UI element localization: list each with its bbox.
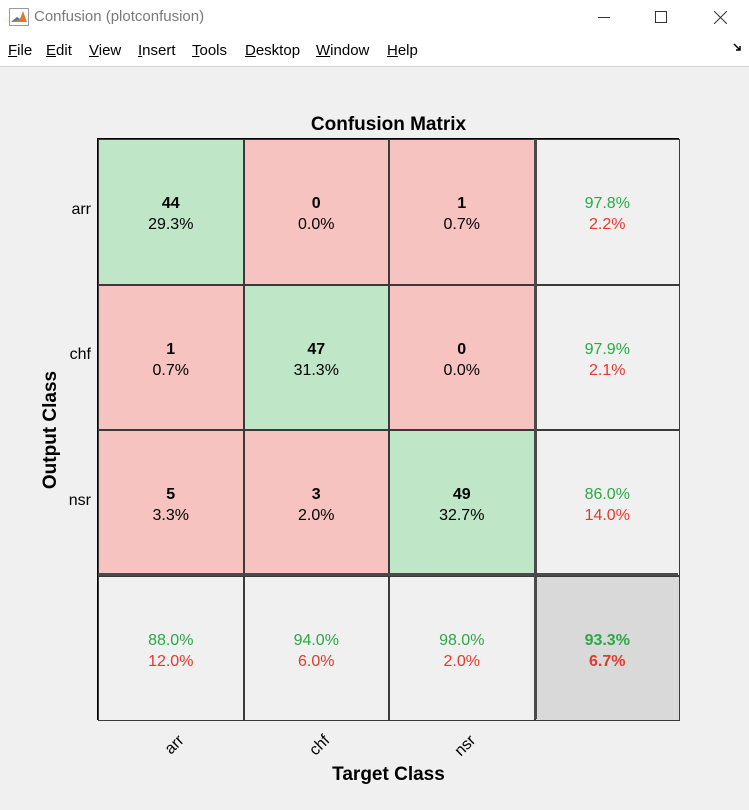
column-summary-cell: 88.0% 12.0%: [98, 575, 244, 721]
menu-desktop[interactable]: Desktop: [245, 42, 301, 59]
cell-percent: 2.0%: [298, 507, 335, 524]
x-tick-label: arr: [161, 732, 188, 758]
matrix-cell: 49 32.7%: [389, 430, 535, 576]
matrix-cell: 1 0.7%: [98, 284, 244, 430]
column-correct-percent: 98.0%: [439, 631, 485, 649]
maximize-icon: [655, 11, 667, 23]
column-error-percent: 2.0%: [443, 652, 480, 670]
row-error-percent: 2.1%: [589, 361, 626, 379]
cell-percent: 32.7%: [439, 507, 485, 524]
chart-title: Confusion Matrix: [310, 114, 467, 135]
matrix-cell: 5 3.3%: [98, 430, 244, 576]
maximize-button[interactable]: [632, 0, 690, 34]
cell-percent: 0.7%: [152, 361, 189, 379]
matrix-cell: 44 29.3%: [98, 139, 244, 285]
row-correct-percent: 86.0%: [584, 486, 630, 503]
row-error-percent: 14.0%: [584, 507, 630, 524]
overall-accuracy-cell: 93.3% 6.7%: [534, 575, 680, 721]
column-error-percent: 6.0%: [298, 652, 335, 670]
y-tick-label: chf: [69, 346, 91, 364]
column-error-percent: 12.0%: [148, 652, 194, 670]
row-correct-percent: 97.8%: [584, 195, 630, 212]
summary-column-separator: [534, 139, 537, 719]
cell-count: 0: [457, 340, 467, 358]
row-summary-cell: 86.0% 14.0%: [534, 430, 680, 576]
y-tick-label: nsr: [68, 491, 91, 509]
cell-percent: 0.7%: [443, 216, 480, 233]
figure-canvas: Confusion Matrix 93.3% 6.7% 98.0% 2.0% 94.0%…: [0, 67, 749, 810]
menu-tools[interactable]: Tools: [192, 42, 228, 59]
menu-insert[interactable]: Insert: [138, 42, 176, 59]
matrix-cell: 0 0.0%: [389, 284, 535, 430]
row-correct-percent: 97.9%: [584, 340, 630, 358]
cell-count: 5: [166, 486, 176, 503]
column-correct-percent: 88.0%: [148, 631, 194, 649]
row-error-percent: 2.2%: [589, 216, 626, 233]
column-summary-cell: 94.0% 6.0%: [243, 575, 389, 721]
title-bar: Confusion (plotconfusion): [0, 0, 749, 34]
confusion-matrix: 93.3% 6.7% 98.0% 2.0% 94.0% 6.0% 88.0% 12.0% 86.…: [97, 138, 680, 721]
y-axis-label: Output Class: [40, 370, 61, 490]
matrix-cell: 47 31.3%: [243, 284, 389, 430]
cell-count: 47: [307, 340, 326, 358]
menu-window[interactable]: Window: [316, 42, 370, 59]
matrix-cell: 3 2.0%: [243, 430, 389, 576]
menu-file[interactable]: File: [8, 42, 33, 59]
column-correct-percent: 94.0%: [293, 631, 339, 649]
matrix-cell: 1 0.7%: [389, 139, 535, 285]
x-axis-label: Target Class: [332, 764, 445, 785]
overall-correct-percent: 93.3%: [584, 631, 630, 649]
cell-count: 0: [311, 195, 321, 212]
matrix-cell: 0 0.0%: [243, 139, 389, 285]
menu-help[interactable]: Help: [387, 42, 418, 59]
close-button[interactable]: [691, 0, 749, 34]
x-tick-label: nsr: [451, 732, 479, 760]
x-tick-label: chf: [306, 732, 334, 760]
cell-count: 44: [161, 195, 180, 212]
cell-count: 49: [452, 486, 471, 503]
minimize-button[interactable]: [575, 0, 633, 34]
row-summary-cell: 97.8% 2.2%: [534, 139, 680, 285]
cell-count: 3: [311, 486, 321, 503]
summary-row-separator: [98, 573, 678, 576]
row-summary-cell: 97.9% 2.1%: [534, 284, 680, 430]
menu-bar: File Edit View Insert Tools Desktop Wind…: [0, 34, 749, 67]
menu-view[interactable]: View: [89, 42, 122, 59]
y-tick-label: arr: [71, 200, 91, 218]
cell-percent: 3.3%: [152, 507, 189, 524]
dock-arrow-icon[interactable]: [733, 43, 743, 53]
overall-error-percent: 6.7%: [589, 652, 626, 670]
column-summary-cell: 98.0% 2.0%: [389, 575, 535, 721]
matlab-logo-icon: [9, 8, 29, 26]
minimize-icon: [598, 17, 610, 18]
cell-percent: 0.0%: [443, 361, 480, 379]
close-icon: [713, 10, 727, 24]
cell-percent: 0.0%: [298, 216, 335, 233]
cell-count: 1: [166, 340, 176, 358]
menu-edit[interactable]: Edit: [46, 42, 72, 59]
cell-percent: 31.3%: [293, 361, 339, 379]
window-title: Confusion (plotconfusion): [34, 8, 205, 25]
cell-count: 1: [457, 195, 467, 212]
cell-percent: 29.3%: [148, 216, 194, 233]
